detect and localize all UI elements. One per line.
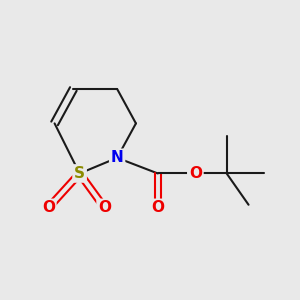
Text: O: O [42, 200, 55, 215]
Text: S: S [74, 166, 85, 181]
Text: O: O [189, 166, 202, 181]
Text: N: N [111, 150, 124, 165]
Text: O: O [151, 200, 164, 215]
Text: O: O [98, 200, 111, 215]
